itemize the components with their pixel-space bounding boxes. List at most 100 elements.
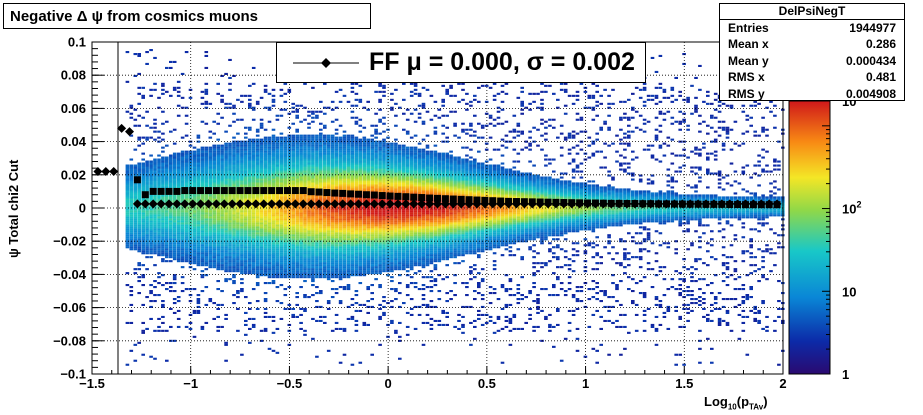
heat-cell [137, 86, 141, 89]
heat-cell [212, 317, 216, 320]
heat-cell [354, 212, 359, 215]
heat-cell [326, 250, 331, 253]
heat-cell [145, 256, 149, 259]
heat-cell [157, 276, 161, 279]
heat-cell [232, 276, 236, 279]
heat-cell [244, 162, 248, 165]
heat-cell [366, 305, 370, 308]
heat-cell [366, 178, 370, 181]
heat-cell [307, 178, 311, 181]
heat-cell [390, 180, 394, 183]
heat-cell [149, 94, 153, 97]
heat-cell [378, 260, 382, 263]
heat-cell [350, 170, 355, 173]
heat-cell [295, 182, 299, 185]
heat-cell [338, 200, 343, 203]
heat-cell [326, 248, 331, 251]
heat-cell [196, 154, 201, 157]
heat-cell [224, 150, 228, 153]
heat-cell [188, 214, 193, 217]
heat-cell [291, 166, 295, 169]
heat-cell [374, 154, 378, 157]
heat-cell [240, 174, 244, 177]
heat-cell [220, 230, 224, 233]
heat-cell [169, 220, 173, 223]
heat-cell [382, 214, 386, 217]
heat-cell [315, 144, 319, 147]
heat-cell [184, 256, 189, 259]
heat-cell [216, 220, 220, 223]
heat-cell [176, 325, 181, 328]
heat-cell [346, 166, 351, 169]
heat-cell [259, 174, 264, 177]
heat-cell [291, 176, 295, 179]
heat-cell [157, 182, 161, 185]
heat-cell [370, 218, 374, 221]
heat-cell [165, 208, 169, 211]
heat-cell [263, 138, 268, 141]
heat-cell [307, 208, 311, 211]
heat-cell [334, 170, 339, 173]
heat-cell [200, 162, 205, 165]
heat-cell [133, 118, 138, 121]
heat-cell [299, 152, 303, 155]
heat-cell [161, 260, 165, 263]
heat-cell [366, 262, 370, 265]
heat-cell [330, 108, 335, 111]
heat-cell [334, 288, 339, 291]
heat-cell [236, 292, 240, 295]
heat-cell [378, 343, 382, 346]
heat-cell [275, 152, 280, 155]
heat-cell [153, 230, 157, 233]
heat-cell [263, 252, 268, 255]
heat-cell [220, 218, 224, 221]
heat-cell [192, 194, 197, 197]
heat-cell [319, 174, 323, 177]
heat-cell [255, 307, 260, 310]
heat-cell [295, 128, 299, 131]
heat-cell [362, 150, 367, 153]
heat-cell [291, 268, 295, 271]
heat-cell [137, 206, 141, 209]
heat-cell [176, 114, 181, 117]
heat-cell [220, 198, 224, 201]
heat-cell [299, 250, 303, 253]
heat-cell [200, 164, 205, 167]
heat-cell [334, 162, 339, 165]
heat-cell [279, 226, 284, 229]
heat-cell [192, 234, 197, 237]
heat-cell [323, 136, 327, 139]
heat-cell [153, 228, 157, 231]
heat-cell [267, 92, 272, 95]
heat-cell [125, 218, 130, 221]
heat-cell [208, 256, 213, 259]
heat-cell [342, 236, 347, 239]
heat-cell [390, 288, 394, 291]
heat-cell [390, 242, 394, 245]
heat-cell [259, 222, 264, 225]
heat-cell [315, 212, 319, 215]
heat-cell [165, 220, 169, 223]
heat-cell [216, 146, 220, 149]
heat-cell [326, 166, 331, 169]
heat-cell [271, 220, 276, 223]
heat-cell [232, 252, 236, 255]
heat-cell [172, 170, 177, 173]
heat-cell [188, 196, 193, 199]
heat-cell [169, 198, 173, 201]
heat-cell [236, 206, 240, 209]
heat-cell [263, 250, 268, 253]
heat-cell [358, 148, 363, 151]
heat-cell [129, 222, 134, 225]
heat-cell [244, 232, 248, 235]
heat-cell [323, 246, 327, 249]
heat-cell [275, 228, 280, 231]
heat-cell [129, 176, 134, 179]
heat-cell [386, 226, 390, 229]
heat-cell [251, 160, 256, 163]
heat-cell [208, 180, 213, 183]
heat-cell [220, 116, 224, 119]
heat-cell [291, 244, 295, 247]
heat-cell [382, 168, 386, 171]
heat-cell [208, 298, 213, 301]
